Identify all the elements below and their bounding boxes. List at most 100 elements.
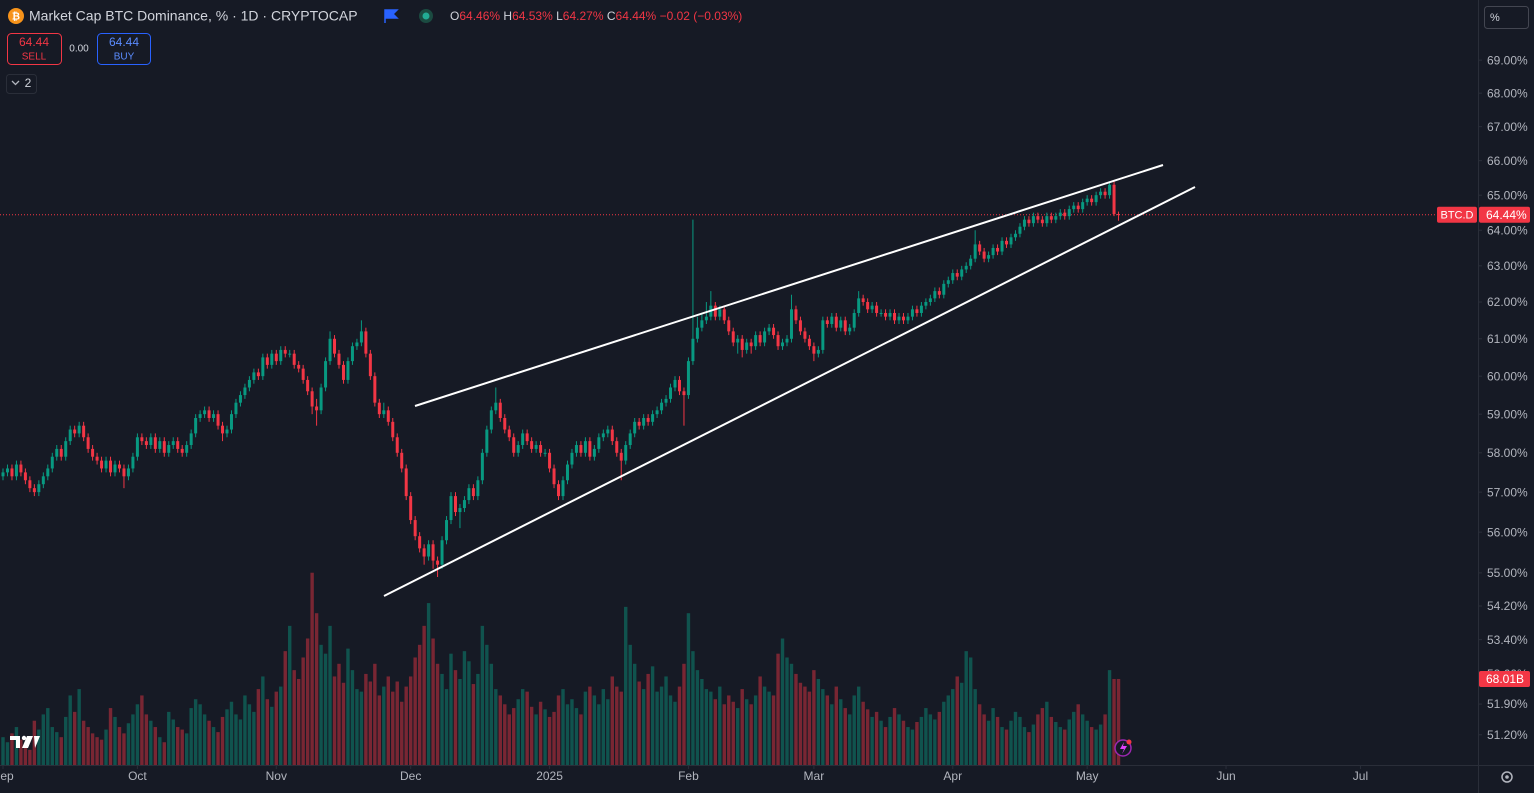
trend-line[interactable] <box>414 164 1164 407</box>
volume-bar <box>579 714 583 765</box>
x-tick-label: Nov <box>266 769 287 783</box>
volume-bar <box>803 686 807 765</box>
volume-bar <box>494 689 498 765</box>
candle-body <box>485 429 489 453</box>
candle-body <box>834 316 838 328</box>
candle-body <box>238 395 242 403</box>
scale-mode-label: % <box>1490 12 1500 24</box>
volume-bar <box>870 716 874 765</box>
candle-body <box>337 353 341 365</box>
candle-body <box>982 251 986 259</box>
candle-body <box>328 338 332 362</box>
candle-body <box>10 468 14 477</box>
candle-body <box>247 379 251 388</box>
volume-bar <box>830 704 834 765</box>
candle-body <box>946 280 950 284</box>
volume-bar <box>207 720 211 765</box>
volume-bar <box>816 678 821 765</box>
candle-body <box>642 417 646 426</box>
candle-body <box>583 441 587 453</box>
volume-bar <box>386 676 390 765</box>
indicators-count: 2 <box>25 76 32 90</box>
volume-bar <box>422 625 426 765</box>
volume-bar <box>597 704 601 765</box>
candle-body <box>203 410 207 415</box>
volume-bar <box>1103 714 1107 765</box>
candle-body <box>131 456 135 469</box>
volume-bar <box>122 733 126 765</box>
candle-body <box>1099 191 1103 196</box>
candle-body <box>794 309 798 321</box>
candle-body <box>382 410 386 415</box>
candle-body <box>185 445 189 453</box>
candle-body <box>1058 212 1062 217</box>
candle-body <box>852 312 856 328</box>
volume-bar <box>332 676 337 765</box>
volume-bar <box>198 704 202 765</box>
candle-body <box>915 309 919 313</box>
tv-logo[interactable] <box>10 735 40 748</box>
candle-body <box>413 520 417 537</box>
settings-icon[interactable] <box>1501 771 1513 783</box>
volume-bar <box>1089 727 1094 765</box>
volume-bar <box>489 663 494 765</box>
y-tick-label: 68.00% <box>1487 86 1528 100</box>
y-tick-label: 64.00% <box>1487 223 1528 237</box>
buy-button[interactable] <box>97 33 151 65</box>
candle-body <box>686 361 690 396</box>
volume-bar <box>973 689 977 765</box>
volume-bar <box>113 716 117 765</box>
volume-bar <box>574 708 579 765</box>
alert-badge <box>1126 739 1132 745</box>
volume-bar <box>946 695 950 765</box>
logo-part <box>10 736 20 748</box>
trend-line[interactable] <box>383 186 1196 597</box>
volume-bar <box>874 711 879 765</box>
volume-bar <box>655 691 659 765</box>
volume-bar <box>1027 732 1031 765</box>
volume-bar <box>64 716 68 765</box>
volume-bar <box>789 663 794 765</box>
volume-bar <box>41 714 46 765</box>
candle-body <box>153 437 157 449</box>
volume-bar <box>928 714 933 765</box>
candle-body <box>830 316 834 325</box>
sell-button[interactable] <box>7 33 62 65</box>
candle-body <box>870 305 874 310</box>
x-tick-label: Dec <box>400 769 421 783</box>
symbol-title[interactable]: Market Cap BTC Dominance, % · 1D · CRYPT… <box>29 8 358 24</box>
candle-body <box>109 460 113 473</box>
candle-body <box>848 327 852 332</box>
candle-body <box>462 500 466 509</box>
candle-body <box>229 414 233 430</box>
volume-bar <box>933 719 937 765</box>
candle-body <box>346 361 350 380</box>
candle-body <box>592 448 596 457</box>
flag-icon[interactable] <box>384 9 399 23</box>
candle-body <box>637 421 641 426</box>
volume-bar <box>615 686 619 765</box>
scale-mode[interactable] <box>1484 6 1529 29</box>
volume-bar <box>180 729 184 765</box>
candle-body <box>772 327 776 336</box>
candle-body <box>736 338 740 343</box>
volume-bar <box>81 720 86 765</box>
candle-body <box>534 445 538 449</box>
candle-body <box>1005 240 1009 245</box>
volume-bar <box>480 625 485 765</box>
volume-bar <box>292 670 296 765</box>
y-tick-label: 57.00% <box>1487 485 1528 499</box>
candle-body <box>261 357 265 377</box>
candle-body <box>660 402 664 411</box>
candle-body <box>274 353 278 362</box>
volume-bar <box>951 689 955 765</box>
volume-bar <box>449 653 453 765</box>
candle-body <box>879 312 883 314</box>
volume-bar <box>1040 708 1045 765</box>
volume-bar <box>256 689 261 765</box>
volume-bar <box>1107 670 1112 765</box>
candle-body <box>960 269 964 277</box>
indicators-toggle[interactable] <box>6 74 37 94</box>
candle-body <box>180 448 184 453</box>
